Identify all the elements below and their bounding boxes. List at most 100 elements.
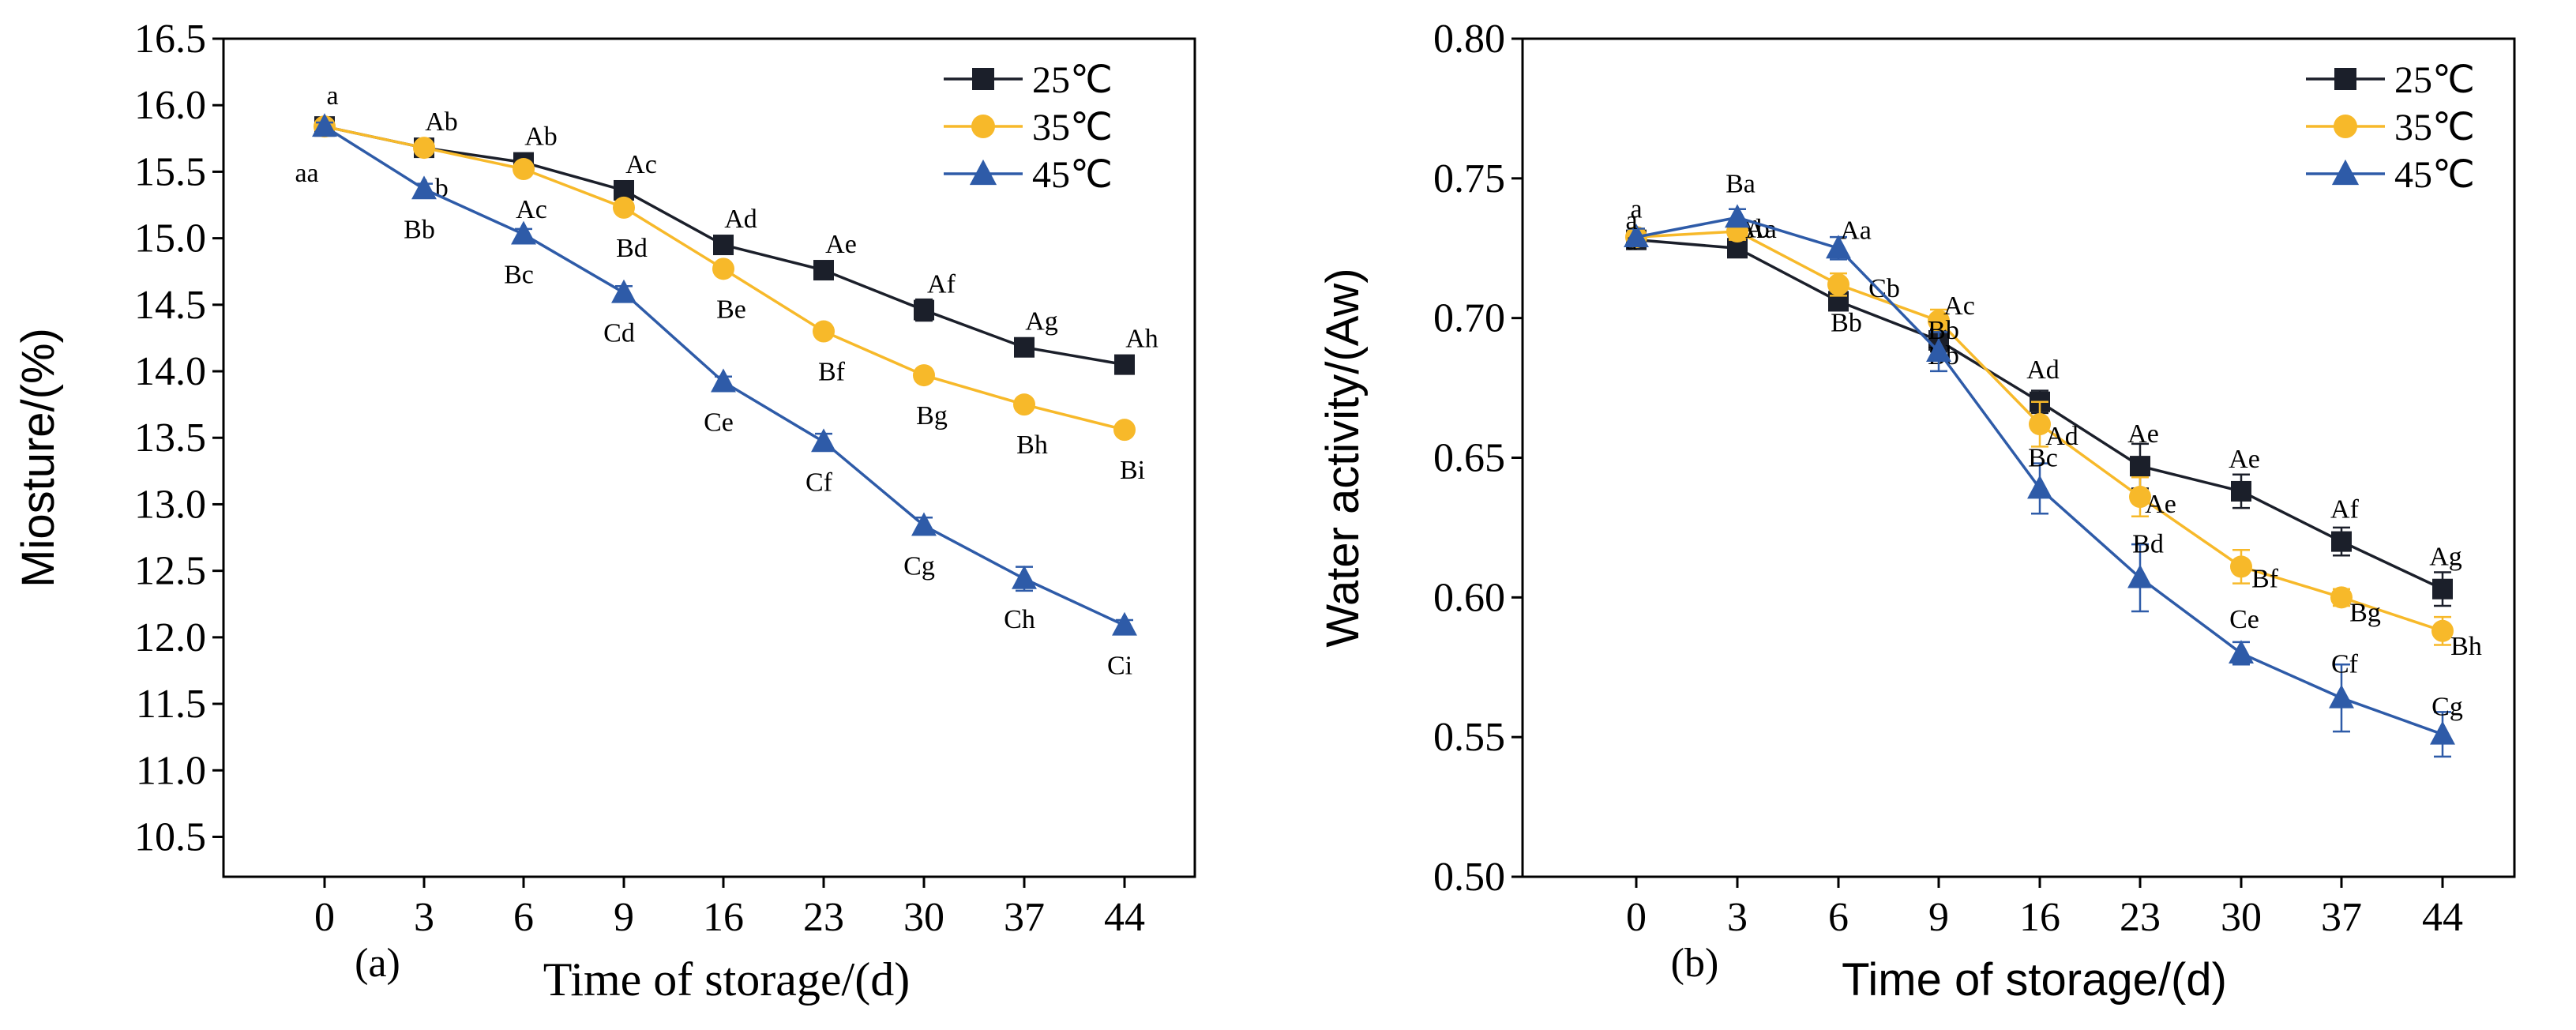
data-label: Ce — [2229, 605, 2259, 634]
x-tick-label: 44 — [2422, 895, 2463, 940]
y-tick-label: 0.70 — [1433, 296, 1505, 341]
x-tick-label: 6 — [1828, 895, 1849, 940]
legend-marker — [2331, 159, 2360, 186]
data-point — [1112, 611, 1137, 636]
data-point — [1113, 419, 1136, 442]
y-tick-label: 12.0 — [134, 615, 206, 660]
data-point — [2231, 480, 2251, 502]
data-label: Cf — [805, 468, 833, 497]
data-point — [712, 258, 734, 280]
x-tick-label: 30 — [903, 895, 944, 940]
x-axis-title: Time of storage/(d) — [1842, 954, 2227, 1006]
x-tick-label: 16 — [2019, 895, 2060, 940]
series-2: a Ab Ac Bd Be Bf Bg Bh Bi — [295, 115, 1145, 485]
data-label: Bb — [1928, 316, 1959, 345]
data-point — [2027, 475, 2052, 499]
data-point — [711, 368, 736, 393]
data-point — [411, 175, 437, 200]
data-label: a — [1630, 195, 1642, 224]
plot-frame — [222, 37, 1196, 878]
data-label: Ci — [1107, 652, 1132, 681]
y-axis-title: Miosture/(%) — [13, 328, 64, 588]
data-label: Aa — [1840, 216, 1872, 245]
data-point — [312, 113, 337, 137]
data-point — [1013, 393, 1035, 416]
panel-a-moisture-chart: 10.5 11.0 11.5 12.0 12.5 13.0 13.5 14.0 14.5 15.0… — [13, 17, 1196, 1006]
y-tick-label: 10.5 — [134, 814, 206, 859]
legend-marker — [969, 159, 997, 186]
data-label: Ae — [2145, 490, 2176, 519]
data-label: Bc — [504, 261, 534, 290]
data-point — [1725, 204, 1750, 228]
data-point — [813, 320, 835, 343]
legend-marker — [972, 68, 994, 90]
x-tick-label: 9 — [1928, 895, 1949, 940]
series-3: a Ba Aa Bb Bc Bd Ce Cf Cg — [1624, 169, 2463, 758]
y-axis-title: Water activity/(Aw) — [1317, 268, 1369, 647]
data-label: Bc — [2028, 443, 2058, 472]
data-point — [613, 196, 635, 219]
data-point — [1928, 310, 1950, 333]
data-point — [2029, 413, 2051, 436]
legend-label: 35℃ — [2394, 107, 2475, 148]
data-label: a — [326, 81, 338, 111]
data-point — [1114, 354, 1135, 375]
data-label: Bd — [2132, 530, 2164, 559]
data-point — [1012, 565, 1037, 589]
y-tick-label: 15.5 — [134, 149, 206, 194]
data-label: Bd — [616, 234, 648, 263]
data-point — [2130, 456, 2150, 477]
data-point — [2330, 586, 2353, 609]
y-tick-label: 13.0 — [134, 482, 206, 527]
data-point — [1827, 273, 1849, 296]
data-label: Cd — [603, 319, 635, 348]
data-label: Ac — [516, 195, 547, 224]
y-tick-label: 0.60 — [1433, 575, 1505, 620]
legend-label: 25℃ — [2394, 59, 2475, 101]
data-label: Ae — [2127, 419, 2159, 449]
data-point — [413, 137, 435, 160]
data-label: Af — [2330, 495, 2360, 524]
y-tick-label: 16.5 — [134, 17, 206, 62]
legend-label: 45℃ — [1032, 154, 1113, 196]
data-point — [2331, 531, 2352, 552]
data-point — [2430, 720, 2455, 745]
data-label: Ag — [2429, 543, 2462, 572]
data-point — [2230, 555, 2252, 578]
data-point — [611, 279, 636, 303]
y-tick-label: 0.50 — [1433, 855, 1505, 900]
y-tick-label: 14.5 — [134, 283, 206, 328]
x-tick-label: 23 — [2120, 895, 2161, 940]
x-tick-label: 44 — [1104, 895, 1145, 940]
data-label: Ba — [1725, 169, 1756, 198]
data-label: Bh — [2450, 632, 2482, 661]
legend-marker — [2334, 115, 2357, 138]
data-point — [1014, 336, 1035, 358]
data-point — [1926, 338, 1951, 363]
data-point — [2329, 684, 2354, 709]
y-tick-label: 14.0 — [134, 349, 206, 394]
panel-label: (a) — [355, 941, 400, 986]
data-label: Ad — [2026, 355, 2060, 385]
legend-label: 45℃ — [2394, 154, 2475, 196]
y-tick-label: 12.5 — [134, 549, 206, 594]
x-tick-label: 37 — [1004, 895, 1045, 940]
legend: 25℃ 35℃ 45℃ — [944, 59, 1113, 196]
data-label: Ch — [1004, 605, 1035, 634]
data-point — [2127, 564, 2153, 588]
y-tick-label: 11.5 — [136, 682, 206, 727]
legend-label: 35℃ — [1032, 107, 1113, 148]
data-label: Bh — [1016, 430, 1048, 460]
series-2: aAaCbAcAdAeBfBgBh — [1625, 215, 2482, 661]
data-point — [713, 235, 734, 256]
y-tick-label: 11.0 — [136, 748, 206, 793]
data-point — [2229, 640, 2254, 664]
y-tick-label: 15.0 — [134, 216, 206, 261]
x-tick-label: 23 — [803, 895, 844, 940]
data-label: Bi — [1120, 456, 1145, 485]
y-tick-label: 0.65 — [1433, 436, 1505, 481]
legend-label: 25℃ — [1032, 59, 1113, 101]
data-point — [2431, 619, 2454, 642]
data-point — [911, 512, 937, 536]
